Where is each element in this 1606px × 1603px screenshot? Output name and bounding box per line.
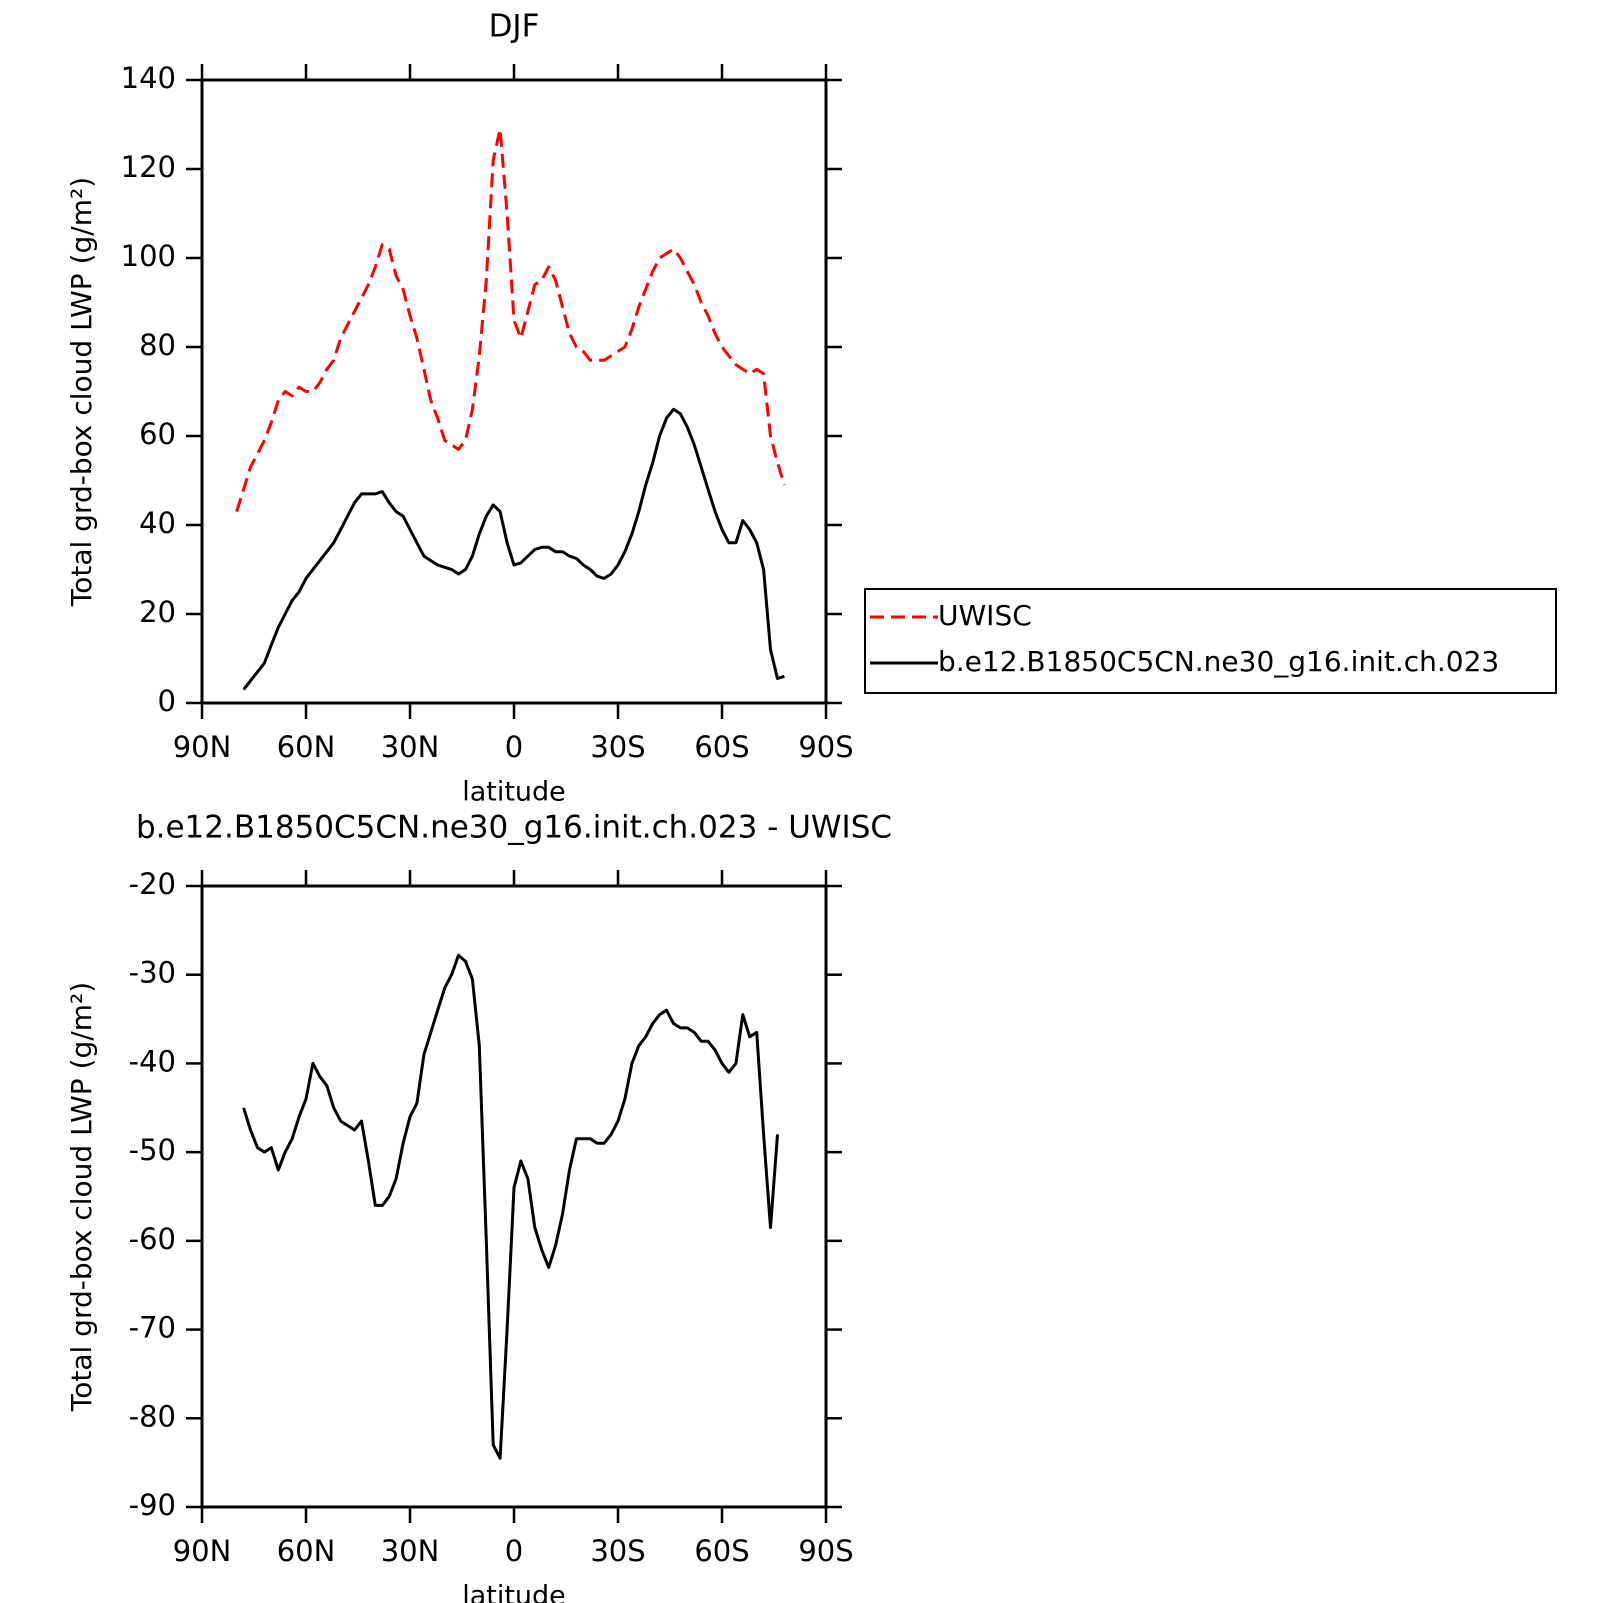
- x-tick-label: 0: [505, 730, 523, 764]
- series-line: [235, 127, 786, 513]
- y-tick-label: 120: [121, 150, 176, 184]
- x-tick-label: 60S: [694, 1534, 749, 1568]
- x-axis-title: latitude: [462, 1581, 566, 1603]
- y-tick-label: 0: [158, 684, 176, 718]
- legend-label: UWISC: [938, 599, 1032, 632]
- x-tick-label: 90S: [798, 730, 853, 764]
- y-tick-label: 40: [139, 506, 176, 540]
- x-tick-label: 90N: [173, 730, 232, 764]
- x-tick-label: 30N: [381, 730, 440, 764]
- x-tick-label: 30S: [590, 1534, 645, 1568]
- y-tick-label: -90: [129, 1488, 176, 1522]
- y-tick-label: 80: [139, 328, 176, 362]
- chart-title: b.e12.B1850C5CN.ne30_g16.init.ch.023 - U…: [136, 810, 892, 846]
- y-tick-label: 60: [139, 417, 176, 451]
- x-tick-label: 30N: [381, 1534, 440, 1568]
- x-tick-label: 30S: [590, 730, 645, 764]
- chart-title: DJF: [489, 9, 540, 45]
- y-tick-label: -80: [129, 1399, 176, 1433]
- plot-frame: [200, 78, 828, 705]
- legend-box: [864, 588, 1557, 694]
- x-tick-label: 90S: [798, 1534, 853, 1568]
- y-tick-label: 20: [139, 595, 176, 629]
- x-tick-label: 90N: [173, 1534, 232, 1568]
- y-tick-label: 140: [121, 61, 176, 95]
- y-tick-label: -70: [129, 1311, 176, 1345]
- legend-label: b.e12.B1850C5CN.ne30_g16.init.ch.023: [938, 645, 1499, 678]
- y-tick-label: 100: [121, 239, 176, 273]
- y-axis-title: Total grd-box cloud LWP (g/m²): [65, 177, 98, 607]
- series-line: [242, 407, 785, 691]
- series-line: [242, 953, 779, 1460]
- y-tick-label: -20: [129, 867, 176, 901]
- x-tick-label: 0: [505, 1534, 523, 1568]
- y-axis-title: Total grd-box cloud LWP (g/m²): [65, 982, 98, 1412]
- x-axis-title: latitude: [462, 777, 566, 808]
- y-tick-label: -60: [129, 1222, 176, 1256]
- y-tick-label: -30: [129, 956, 176, 990]
- x-tick-label: 60N: [277, 730, 336, 764]
- x-tick-label: 60S: [694, 730, 749, 764]
- y-tick-label: -40: [129, 1044, 176, 1078]
- x-tick-label: 60N: [277, 1534, 336, 1568]
- y-tick-label: -50: [129, 1133, 176, 1167]
